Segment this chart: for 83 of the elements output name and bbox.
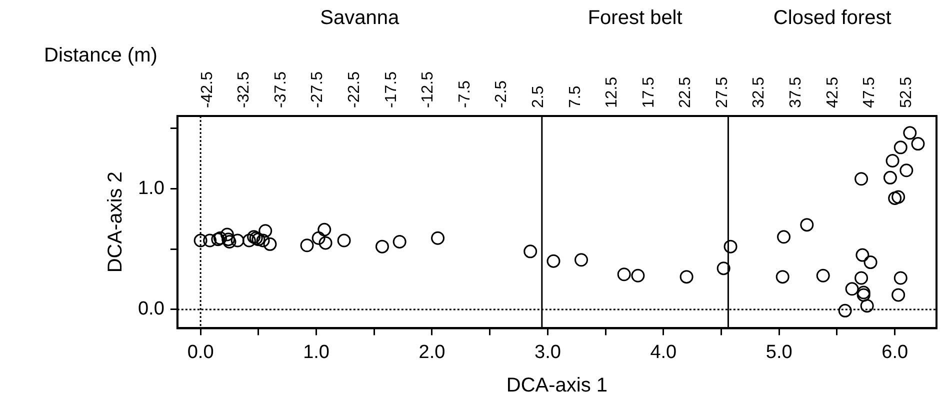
point <box>860 299 874 313</box>
point <box>230 234 244 248</box>
text: 37.5 <box>788 76 805 108</box>
point <box>617 268 631 282</box>
text: 17.5 <box>640 76 658 108</box>
text: 32.5 <box>750 76 768 108</box>
x2-axis-title: Distance (m) <box>44 44 158 67</box>
point <box>800 218 814 232</box>
point <box>222 232 236 246</box>
point <box>258 224 272 238</box>
text: -37.5 <box>272 71 290 108</box>
point <box>845 282 859 296</box>
point <box>318 222 332 236</box>
point <box>854 271 868 285</box>
x-tick-label: 6.0 <box>882 342 908 363</box>
x-tick-label: 2.0 <box>418 342 446 363</box>
text: 7.5 <box>566 86 584 108</box>
text: 2.5 <box>530 86 547 108</box>
text: -7.5 <box>456 80 474 108</box>
point <box>856 248 870 262</box>
point <box>680 270 694 284</box>
point <box>856 286 870 300</box>
text: -42.5 <box>198 71 216 108</box>
point <box>631 268 645 282</box>
point <box>222 235 236 248</box>
text: -27.5 <box>309 71 326 108</box>
text: -22.5 <box>346 71 363 108</box>
point <box>203 234 217 248</box>
x-tick-label: 0.0 <box>187 342 214 363</box>
point <box>903 126 917 140</box>
x-tick-label: 1.0 <box>303 342 330 363</box>
point <box>263 237 277 251</box>
x-tick-label: 3.0 <box>534 342 561 363</box>
point <box>574 253 588 267</box>
text: Closed forest <box>773 7 892 29</box>
text: 27.5 <box>714 76 731 108</box>
x-axis-title: DCA-axis 1 <box>506 374 608 397</box>
point <box>892 190 906 204</box>
point <box>864 256 878 270</box>
point <box>392 235 406 248</box>
point <box>524 244 538 258</box>
point <box>894 140 908 154</box>
point <box>546 254 560 268</box>
point <box>888 191 902 205</box>
point <box>318 236 332 250</box>
text: -12.5 <box>420 71 437 108</box>
text: 12.5 <box>604 76 621 108</box>
point <box>776 270 790 284</box>
text: 22.5 <box>677 76 694 108</box>
text: -32.5 <box>236 71 253 108</box>
point <box>242 234 256 248</box>
text: -2.5 <box>493 80 510 108</box>
point <box>892 288 906 302</box>
point <box>900 164 914 178</box>
text: 42.5 <box>824 76 842 108</box>
point <box>716 262 730 276</box>
point <box>300 238 314 252</box>
point <box>252 232 266 246</box>
point <box>220 228 234 242</box>
y-axis-title: DCA-axis 2 <box>104 172 127 273</box>
point <box>856 288 870 302</box>
point <box>838 304 852 318</box>
point <box>337 234 351 248</box>
point <box>816 268 830 282</box>
point <box>854 172 868 186</box>
point <box>312 231 326 245</box>
text: 47.5 <box>861 76 878 108</box>
point <box>777 230 791 244</box>
x-tick-label: 4.0 <box>650 342 677 363</box>
point <box>883 170 897 184</box>
text: Savanna <box>320 7 400 29</box>
point <box>894 271 908 285</box>
text: Forest belt <box>588 7 683 29</box>
point <box>375 240 389 254</box>
text: 52.5 <box>898 76 915 108</box>
point <box>911 137 925 151</box>
point <box>886 154 900 168</box>
point <box>431 231 445 245</box>
point <box>724 240 738 254</box>
text: -17.5 <box>382 71 400 108</box>
x-tick-label: 5.0 <box>766 342 792 363</box>
point <box>256 234 270 248</box>
point <box>194 234 208 248</box>
